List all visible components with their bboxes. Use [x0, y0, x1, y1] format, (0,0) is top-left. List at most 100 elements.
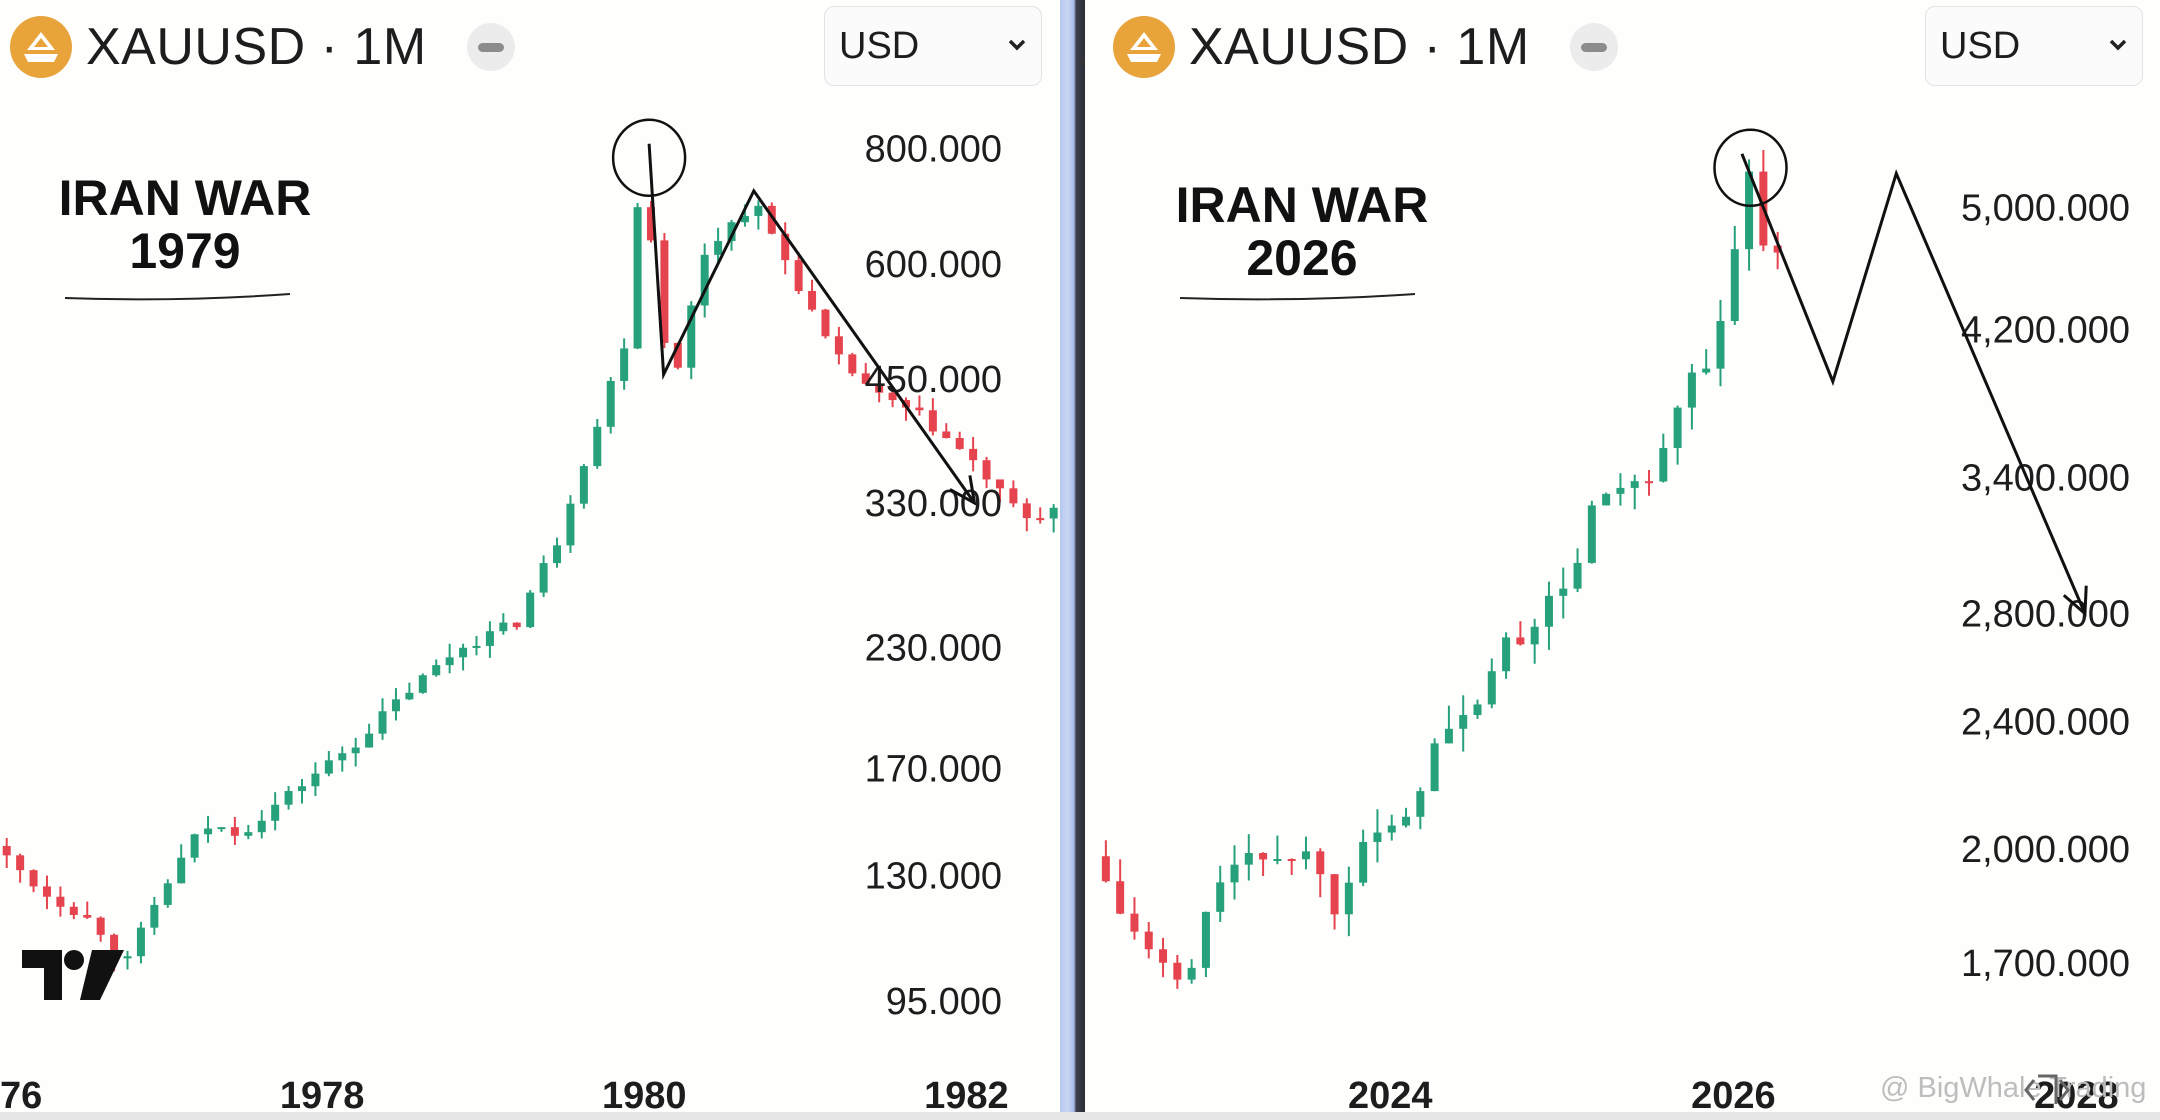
candle-body — [1116, 881, 1125, 914]
symbol-label: XAUUSD · 1M — [1189, 18, 1530, 76]
candle-body — [1730, 249, 1739, 321]
candle-body — [365, 733, 374, 748]
candle-body — [230, 827, 239, 836]
candle-body — [163, 883, 172, 905]
chart-header: XAUUSD · 1M — [1113, 12, 1618, 82]
candle-body — [995, 479, 1004, 489]
candle-body — [1544, 595, 1553, 627]
candle-body — [606, 380, 615, 427]
candle-body — [1316, 851, 1325, 875]
candle-body — [391, 699, 400, 712]
candle-body — [1301, 851, 1310, 860]
candle-body — [1344, 882, 1353, 915]
candle-body — [1516, 637, 1525, 645]
y-tick-label: 230.000 — [865, 627, 1002, 669]
candle-body — [378, 711, 387, 734]
annotation-title: IRAN WAR — [1176, 177, 1429, 233]
candle-body — [1716, 320, 1725, 369]
candle-body — [1559, 588, 1568, 596]
candle-body — [1130, 913, 1139, 932]
chart-1979[interactable]: 95.000 130.000 170.000 230.000 330.000 450.00… — [0, 0, 1060, 1112]
candle-body — [1009, 488, 1018, 504]
annotation-title: IRAN WAR — [59, 170, 312, 226]
candle-body — [351, 747, 360, 754]
minimize-button[interactable] — [1569, 23, 1618, 71]
candle-body — [445, 657, 454, 666]
candle-body — [136, 927, 145, 957]
y-tick-label: 2,400.000 — [1961, 702, 2130, 744]
candle-body — [673, 342, 682, 368]
candle-body — [1201, 911, 1210, 968]
candle-body — [620, 348, 629, 381]
chart-2026[interactable]: 1,700.000 2,000.000 2,400.000 2,800.000 3,40… — [1085, 0, 2160, 1112]
candle-body — [405, 692, 414, 700]
x-tick-label: 1976 — [0, 1075, 42, 1112]
y-tick-label: 4,200.000 — [1961, 310, 2130, 352]
candle-body — [1444, 728, 1453, 744]
candle-body — [177, 857, 186, 884]
candle-body — [539, 563, 548, 593]
minimize-button[interactable] — [466, 23, 515, 71]
candle-body — [29, 870, 38, 887]
candle-body — [204, 828, 213, 835]
candle-body — [244, 832, 253, 836]
candle-body — [1259, 853, 1268, 860]
candle-body — [566, 503, 575, 546]
candle-body — [754, 205, 763, 216]
y-tick-label: 2,800.000 — [1961, 594, 2130, 636]
candle-body — [1616, 487, 1625, 494]
panel-divider[interactable] — [1060, 0, 1085, 1112]
candle-body — [432, 665, 441, 676]
y-tick-label: 600.000 — [865, 244, 1002, 286]
candle-body — [190, 834, 199, 858]
candle-body — [1230, 864, 1239, 883]
candle-body — [1330, 874, 1339, 915]
candle-body — [1216, 882, 1225, 912]
candle-body — [1159, 949, 1168, 963]
candle-body — [56, 896, 65, 907]
gold-logo-icon — [10, 16, 72, 78]
navigation-icon[interactable] — [2022, 1070, 2072, 1110]
currency-label: USD — [1940, 24, 2021, 67]
candle-body — [1473, 704, 1482, 716]
currency-select[interactable]: USD — [1925, 6, 2143, 86]
candle-body — [150, 904, 159, 928]
gold-logo-icon — [1113, 16, 1175, 78]
candle-body — [499, 622, 508, 632]
candle-body — [1487, 671, 1496, 705]
candle-body — [324, 760, 333, 774]
chevron-down-icon — [1008, 39, 1026, 51]
candle-body — [834, 336, 843, 355]
candle-body — [1387, 825, 1396, 833]
candle-body — [271, 804, 280, 821]
arrow-annotation-icon — [647, 143, 976, 504]
chart-header: XAUUSD · 1M — [10, 12, 515, 82]
arrow-annotation-icon — [1740, 153, 2087, 615]
candle-body — [83, 914, 92, 918]
currency-select[interactable]: USD — [824, 6, 1042, 86]
circle-annotation-icon — [611, 118, 687, 198]
annotation-year: 2026 — [1246, 230, 1357, 286]
candle-body — [1573, 562, 1582, 589]
candle-body — [955, 438, 964, 449]
candle-body — [646, 207, 655, 241]
candle-body — [96, 917, 105, 935]
candle-body — [1502, 637, 1511, 672]
annotation-underline — [64, 293, 291, 301]
candle-body — [1745, 171, 1754, 250]
candle-body — [418, 675, 427, 693]
candle-body — [217, 827, 226, 830]
candle-body — [660, 240, 669, 343]
chart-panel-1979[interactable]: 95.000 130.000 170.000 230.000 330.000 450.00… — [0, 0, 1060, 1112]
currency-label: USD — [839, 24, 920, 67]
chevron-down-icon — [2109, 39, 2127, 51]
candle-body — [2, 846, 11, 856]
candle-body — [727, 222, 736, 242]
candle-body — [512, 622, 521, 628]
circle-annotation-icon — [1713, 128, 1788, 208]
candle-body — [1144, 931, 1153, 950]
candle-body — [1244, 853, 1253, 865]
chart-panel-2026[interactable]: 1,700.000 2,000.000 2,400.000 2,800.000 3,40… — [1085, 0, 2160, 1112]
candle-body — [687, 305, 696, 368]
candle-body — [740, 215, 749, 223]
